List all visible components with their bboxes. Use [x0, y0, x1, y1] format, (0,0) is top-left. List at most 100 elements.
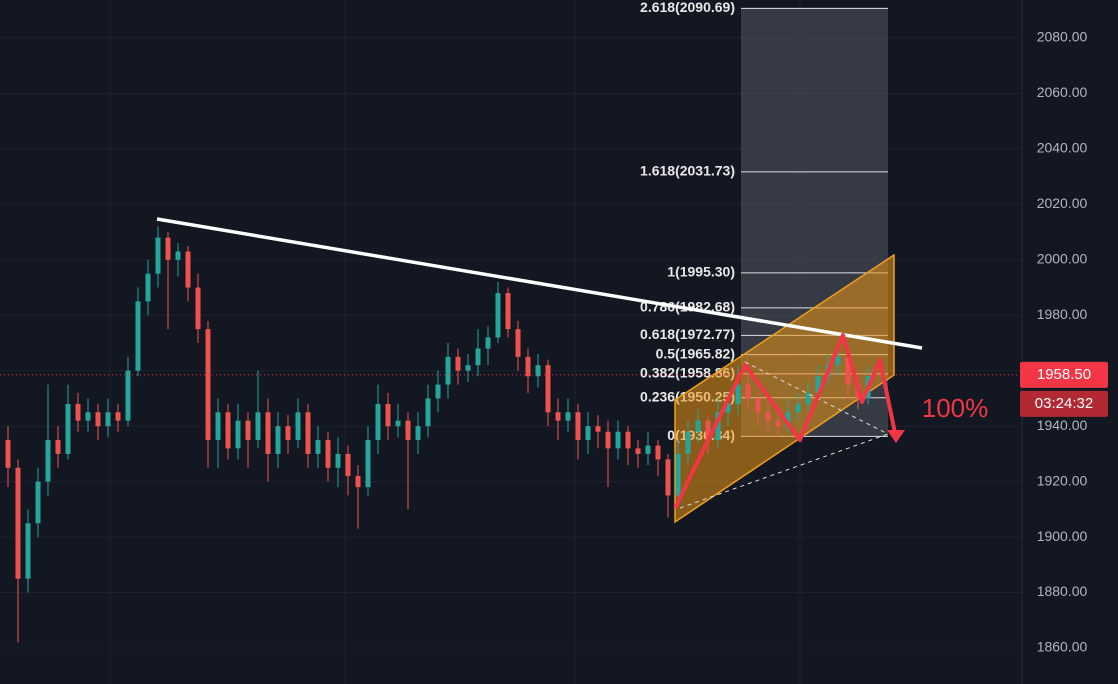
trend-line [156, 217, 923, 350]
y-tick-label: 1860.00 [1037, 639, 1088, 655]
candle-body [145, 273, 151, 302]
candle-body [135, 301, 141, 371]
annotation: 100% [922, 393, 989, 423]
candle-body [545, 365, 551, 413]
countdown: 03:24:32 [1035, 395, 1093, 412]
candle-body [475, 348, 481, 366]
candle-body [745, 384, 751, 399]
candle-body [805, 392, 811, 404]
y-tick-label: 1980.00 [1037, 306, 1088, 322]
candle-body [485, 337, 491, 349]
candle-body [115, 412, 121, 421]
candle-body [275, 426, 281, 454]
fib-label: 0.618(1972.77) [640, 326, 735, 342]
candle-body [335, 453, 341, 468]
candle-body [395, 420, 401, 427]
candle-body [585, 426, 591, 441]
y-tick-label: 2060.00 [1037, 84, 1088, 100]
y-tick-label: 2000.00 [1037, 251, 1088, 267]
candle-body [715, 412, 721, 441]
candle-body [815, 376, 821, 393]
candle-body [325, 440, 331, 468]
candle-body [95, 412, 101, 427]
candle-body [595, 426, 601, 432]
last-price-label: 1958.50 [1037, 366, 1091, 383]
candle-body [635, 448, 641, 454]
candle-body [495, 293, 501, 338]
candle-body [225, 412, 231, 449]
candle-body [405, 420, 411, 441]
candle-body [45, 440, 51, 482]
candle-body [85, 412, 91, 421]
candle-body [265, 412, 271, 454]
candle-body [165, 237, 171, 260]
y-tick-label: 1900.00 [1037, 528, 1088, 544]
candle-body [625, 431, 631, 449]
candle-body [235, 420, 241, 449]
y-tick-label: 2040.00 [1037, 140, 1088, 156]
candle-body [565, 412, 571, 421]
candle-body [35, 481, 41, 524]
candle-body [765, 412, 771, 421]
candle-body [615, 431, 621, 449]
candle-body [555, 412, 561, 421]
candle-body [655, 445, 661, 460]
candle-body [665, 459, 671, 496]
candle-body [695, 420, 701, 432]
candle-body [25, 523, 31, 579]
candle-body [5, 440, 11, 468]
candle-body [465, 365, 471, 371]
candle-body [675, 453, 681, 496]
price-axis-ticks: 2080.00 2060.00 2040.00 2020.00 2000.00 1980.… [1037, 29, 1088, 655]
candle-body [195, 287, 201, 330]
candle-body [375, 404, 381, 441]
candle-body [515, 329, 521, 357]
candle-body [385, 404, 391, 427]
projection-path [673, 333, 898, 509]
candle-body [835, 356, 841, 366]
candle-body [415, 426, 421, 441]
candle-body [755, 398, 761, 413]
candles [5, 226, 871, 643]
candle-body [15, 467, 21, 579]
fib-label: 1(1995.30) [667, 264, 735, 280]
fib-label: 1.618(2031.73) [640, 163, 735, 179]
candle-body [705, 420, 711, 441]
y-tick-label: 1940.00 [1037, 417, 1088, 433]
candle-body [775, 420, 781, 427]
candle-body [345, 453, 351, 477]
candle-body [455, 356, 461, 371]
candle-body [535, 365, 541, 377]
candle-body [255, 412, 261, 441]
candle-body [185, 251, 191, 288]
candle-body [355, 476, 361, 488]
candle-body [315, 440, 321, 454]
candle-body [505, 293, 511, 330]
candle-body [175, 251, 181, 260]
candle-body [645, 445, 651, 454]
candle-body [845, 356, 851, 385]
drawings [156, 217, 923, 509]
arrow-head [887, 430, 905, 443]
candle-body [245, 420, 251, 441]
candle-body [735, 384, 741, 404]
candle-body [155, 237, 161, 274]
candle-body [685, 431, 691, 454]
fib-label: 0.5(1965.82) [656, 345, 735, 361]
candle-body [205, 329, 211, 441]
candle-body [305, 412, 311, 454]
candle-body [285, 426, 291, 441]
fib-label: 0.786(1982.68) [640, 299, 735, 315]
candle-body [445, 356, 451, 385]
candle-body [105, 412, 111, 427]
fib-label: 2.618(2090.69) [640, 0, 735, 15]
candle-body [65, 404, 71, 454]
price-axis [1022, 0, 1118, 684]
grid [0, 0, 1022, 684]
y-tick-label: 2080.00 [1037, 29, 1088, 45]
candle-body [55, 440, 61, 454]
channel [674, 253, 895, 524]
y-tick-label: 1880.00 [1037, 583, 1088, 599]
